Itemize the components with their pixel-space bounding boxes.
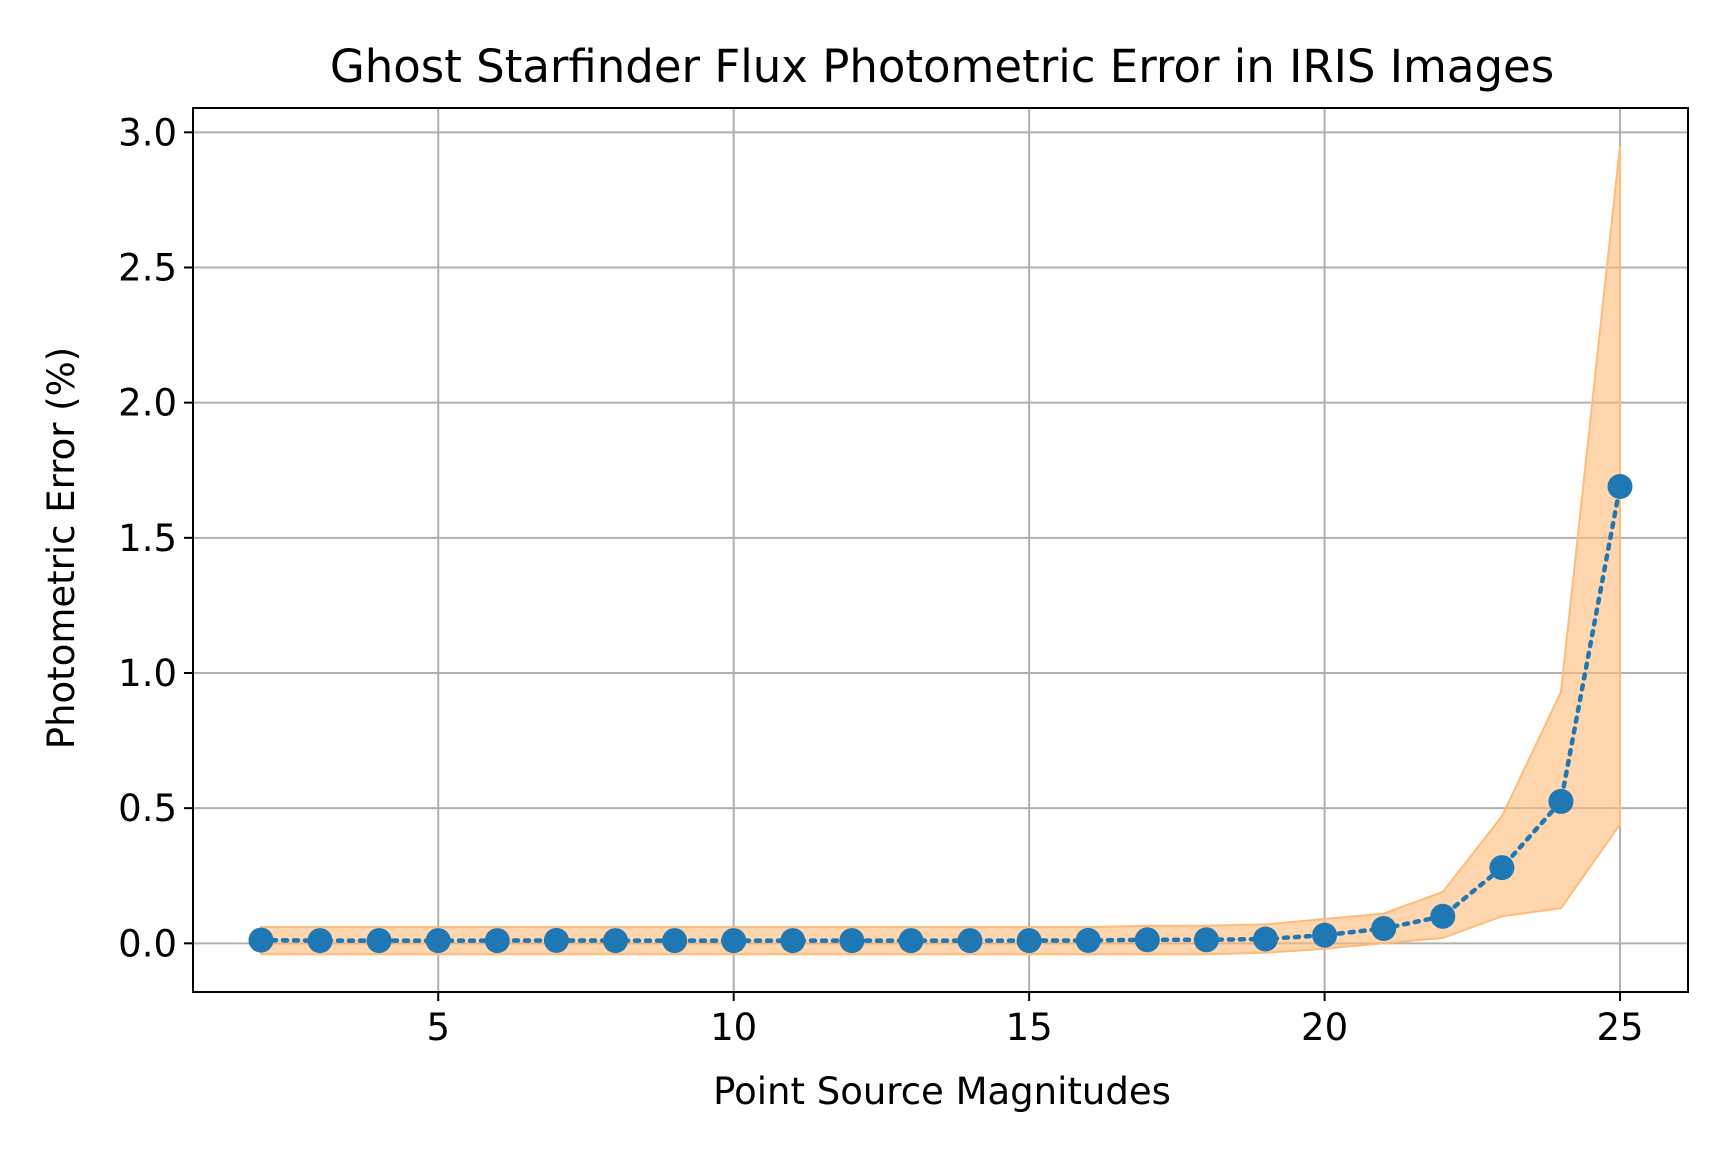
data-point (957, 928, 983, 954)
plot-frame (192, 107, 1689, 993)
data-point (425, 928, 451, 954)
error-band (260, 145, 1621, 956)
x-tick-label: 5 (426, 1006, 450, 1049)
data-point (1371, 916, 1397, 941)
data-point (839, 928, 865, 954)
chart-title: Ghost Starfinder Flux Photometric Error … (330, 40, 1554, 93)
data-point (366, 928, 392, 954)
data-point (1312, 922, 1338, 948)
data-point (1253, 926, 1278, 952)
y-tick-label: 2.5 (118, 246, 177, 289)
x-tick-label: 20 (1301, 1006, 1348, 1049)
data-point (543, 927, 569, 953)
y-axis: 0.0 0.5 1.0 1.5 2.0 2.5 3.0 (118, 111, 193, 965)
data-point (1193, 927, 1219, 953)
y-tick-label: 2.0 (118, 382, 177, 425)
x-tick-label: 15 (1006, 1006, 1053, 1049)
data-point (248, 927, 274, 953)
data-point (603, 928, 628, 954)
data-point (780, 928, 806, 954)
y-tick-label: 3.0 (118, 111, 177, 154)
data-point (1607, 474, 1633, 499)
y-tick-label: 0.5 (118, 787, 177, 830)
data-point (1075, 927, 1101, 953)
data-point (484, 928, 510, 954)
data-point (898, 928, 924, 954)
data-point (1134, 927, 1160, 953)
y-tick-label: 1.5 (118, 517, 177, 560)
data-points (248, 474, 1633, 954)
x-tick-label: 25 (1596, 1006, 1643, 1049)
y-axis-label: Photometric Error (%) (40, 347, 83, 749)
data-point (307, 928, 333, 954)
y-tick-label: 0.0 (118, 922, 177, 965)
x-axis-label: Point Source Magnitudes (713, 1070, 1171, 1113)
y-tick-label: 1.0 (118, 652, 177, 695)
x-tick-label: 10 (710, 1006, 757, 1049)
data-point (1016, 928, 1042, 954)
data-point (662, 928, 688, 954)
x-axis: 5 10 15 20 25 (426, 992, 1644, 1049)
data-point (1548, 788, 1574, 814)
data-point (721, 928, 747, 954)
data-point (1430, 903, 1456, 929)
data-point (1489, 855, 1515, 881)
